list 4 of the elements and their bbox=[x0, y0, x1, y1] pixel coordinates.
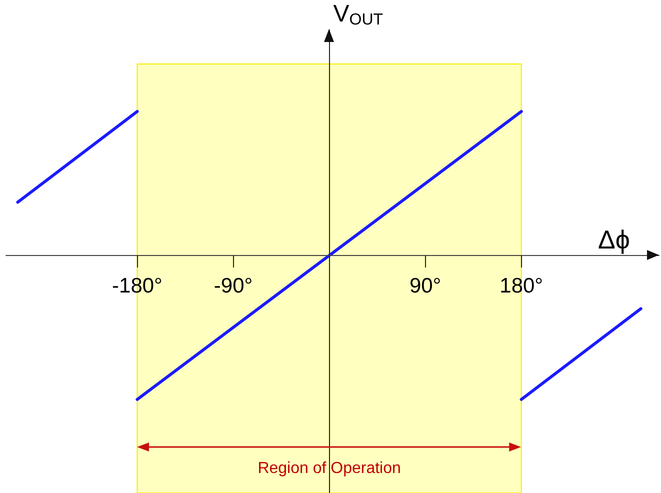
x-tick-label: -90° bbox=[214, 274, 253, 298]
x-axis-title: Δϕ bbox=[598, 224, 630, 254]
band-label: Region of Operation bbox=[258, 460, 401, 477]
x-tick-label: 90° bbox=[409, 274, 442, 298]
